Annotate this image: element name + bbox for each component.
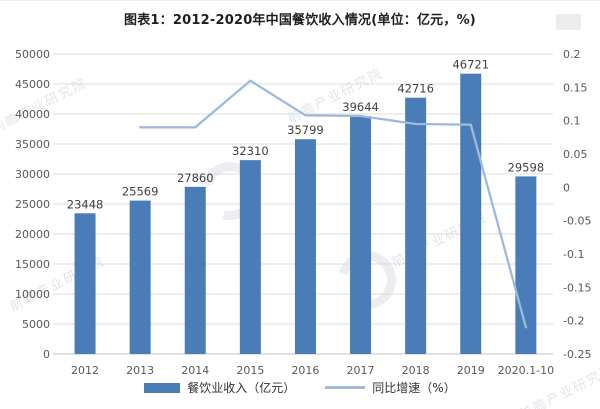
- x-axis-label: 2020.1-10: [498, 364, 554, 377]
- x-axis-label: 2016: [291, 364, 319, 377]
- legend-bar-swatch-icon: [144, 382, 181, 393]
- left-axis-tick-label: 35000: [15, 138, 50, 151]
- bar-value-label: 32310: [232, 144, 269, 158]
- right-axis-tick-label: -0.2: [563, 315, 584, 328]
- right-axis-tick-label: 0: [563, 181, 570, 194]
- bar-2018: [405, 97, 427, 354]
- bar-value-label: 23448: [67, 197, 104, 211]
- legend-item-revenue: 餐饮业收入（亿元）: [144, 379, 295, 396]
- left-axis-tick-label: 50000: [15, 48, 50, 61]
- bar-value-label: 25569: [122, 185, 159, 199]
- bar-2017: [350, 116, 372, 354]
- left-axis-tick-label: 5000: [22, 318, 50, 331]
- bar-2012: [74, 213, 96, 354]
- left-axis-tick-label: 25000: [15, 198, 50, 211]
- bar-value-label: 35799: [287, 123, 324, 137]
- left-axis-tick-label: 45000: [15, 78, 50, 91]
- bar-value-label: 39644: [342, 100, 379, 114]
- bar-2013: [129, 200, 151, 354]
- left-axis-tick-label: 40000: [15, 108, 50, 121]
- bar-value-label: 46721: [452, 58, 489, 72]
- x-axis-label: 2019: [457, 364, 485, 377]
- right-axis-tick-label: 0.15: [563, 81, 588, 94]
- left-axis-tick-label: 0: [43, 348, 50, 361]
- right-axis-tick-label: -0.05: [563, 215, 591, 228]
- right-axis-tick-label: -0.25: [563, 348, 591, 361]
- legend-line-swatch-icon: [325, 386, 366, 389]
- legend-item-growth: 同比增速（%）: [325, 379, 456, 396]
- chart-title: 图表1：2012-2020年中国餐饮收入情况(单位：亿元，%): [124, 13, 476, 28]
- bar-2016: [294, 139, 316, 354]
- x-axis-label: 2017: [347, 364, 375, 377]
- left-axis-tick-label: 30000: [15, 168, 50, 181]
- bar-value-label: 29598: [508, 160, 545, 174]
- x-axis-label: 2015: [236, 364, 264, 377]
- legend-label-revenue: 餐饮业收入（亿元）: [187, 381, 296, 395]
- chart-legend: 餐饮业收入（亿元） 同比增速（%）: [0, 379, 600, 396]
- bar-value-label: 42716: [397, 82, 434, 96]
- right-axis-tick-label: -0.15: [563, 281, 591, 294]
- x-axis-label: 2013: [126, 364, 154, 377]
- x-axis-label: 2012: [71, 364, 99, 377]
- right-axis-tick-label: 0.05: [563, 148, 588, 161]
- legend-label-growth: 同比增速（%）: [372, 381, 456, 395]
- bar-2019: [460, 73, 482, 354]
- bar-value-label: 27860: [177, 171, 214, 185]
- x-axis-label: 2014: [181, 364, 209, 377]
- left-axis-tick-label: 15000: [15, 258, 50, 271]
- right-axis-tick-label: -0.1: [563, 248, 584, 261]
- right-axis-tick-label: 0.1: [563, 115, 581, 128]
- bar-2014: [184, 186, 206, 354]
- left-axis-tick-label: 20000: [15, 228, 50, 241]
- bar-2015: [239, 160, 261, 354]
- left-axis-tick-label: 10000: [15, 288, 50, 301]
- right-axis-tick-label: 0.2: [563, 48, 581, 61]
- x-axis-label: 2018: [402, 364, 430, 377]
- growth-line: [139, 79, 528, 329]
